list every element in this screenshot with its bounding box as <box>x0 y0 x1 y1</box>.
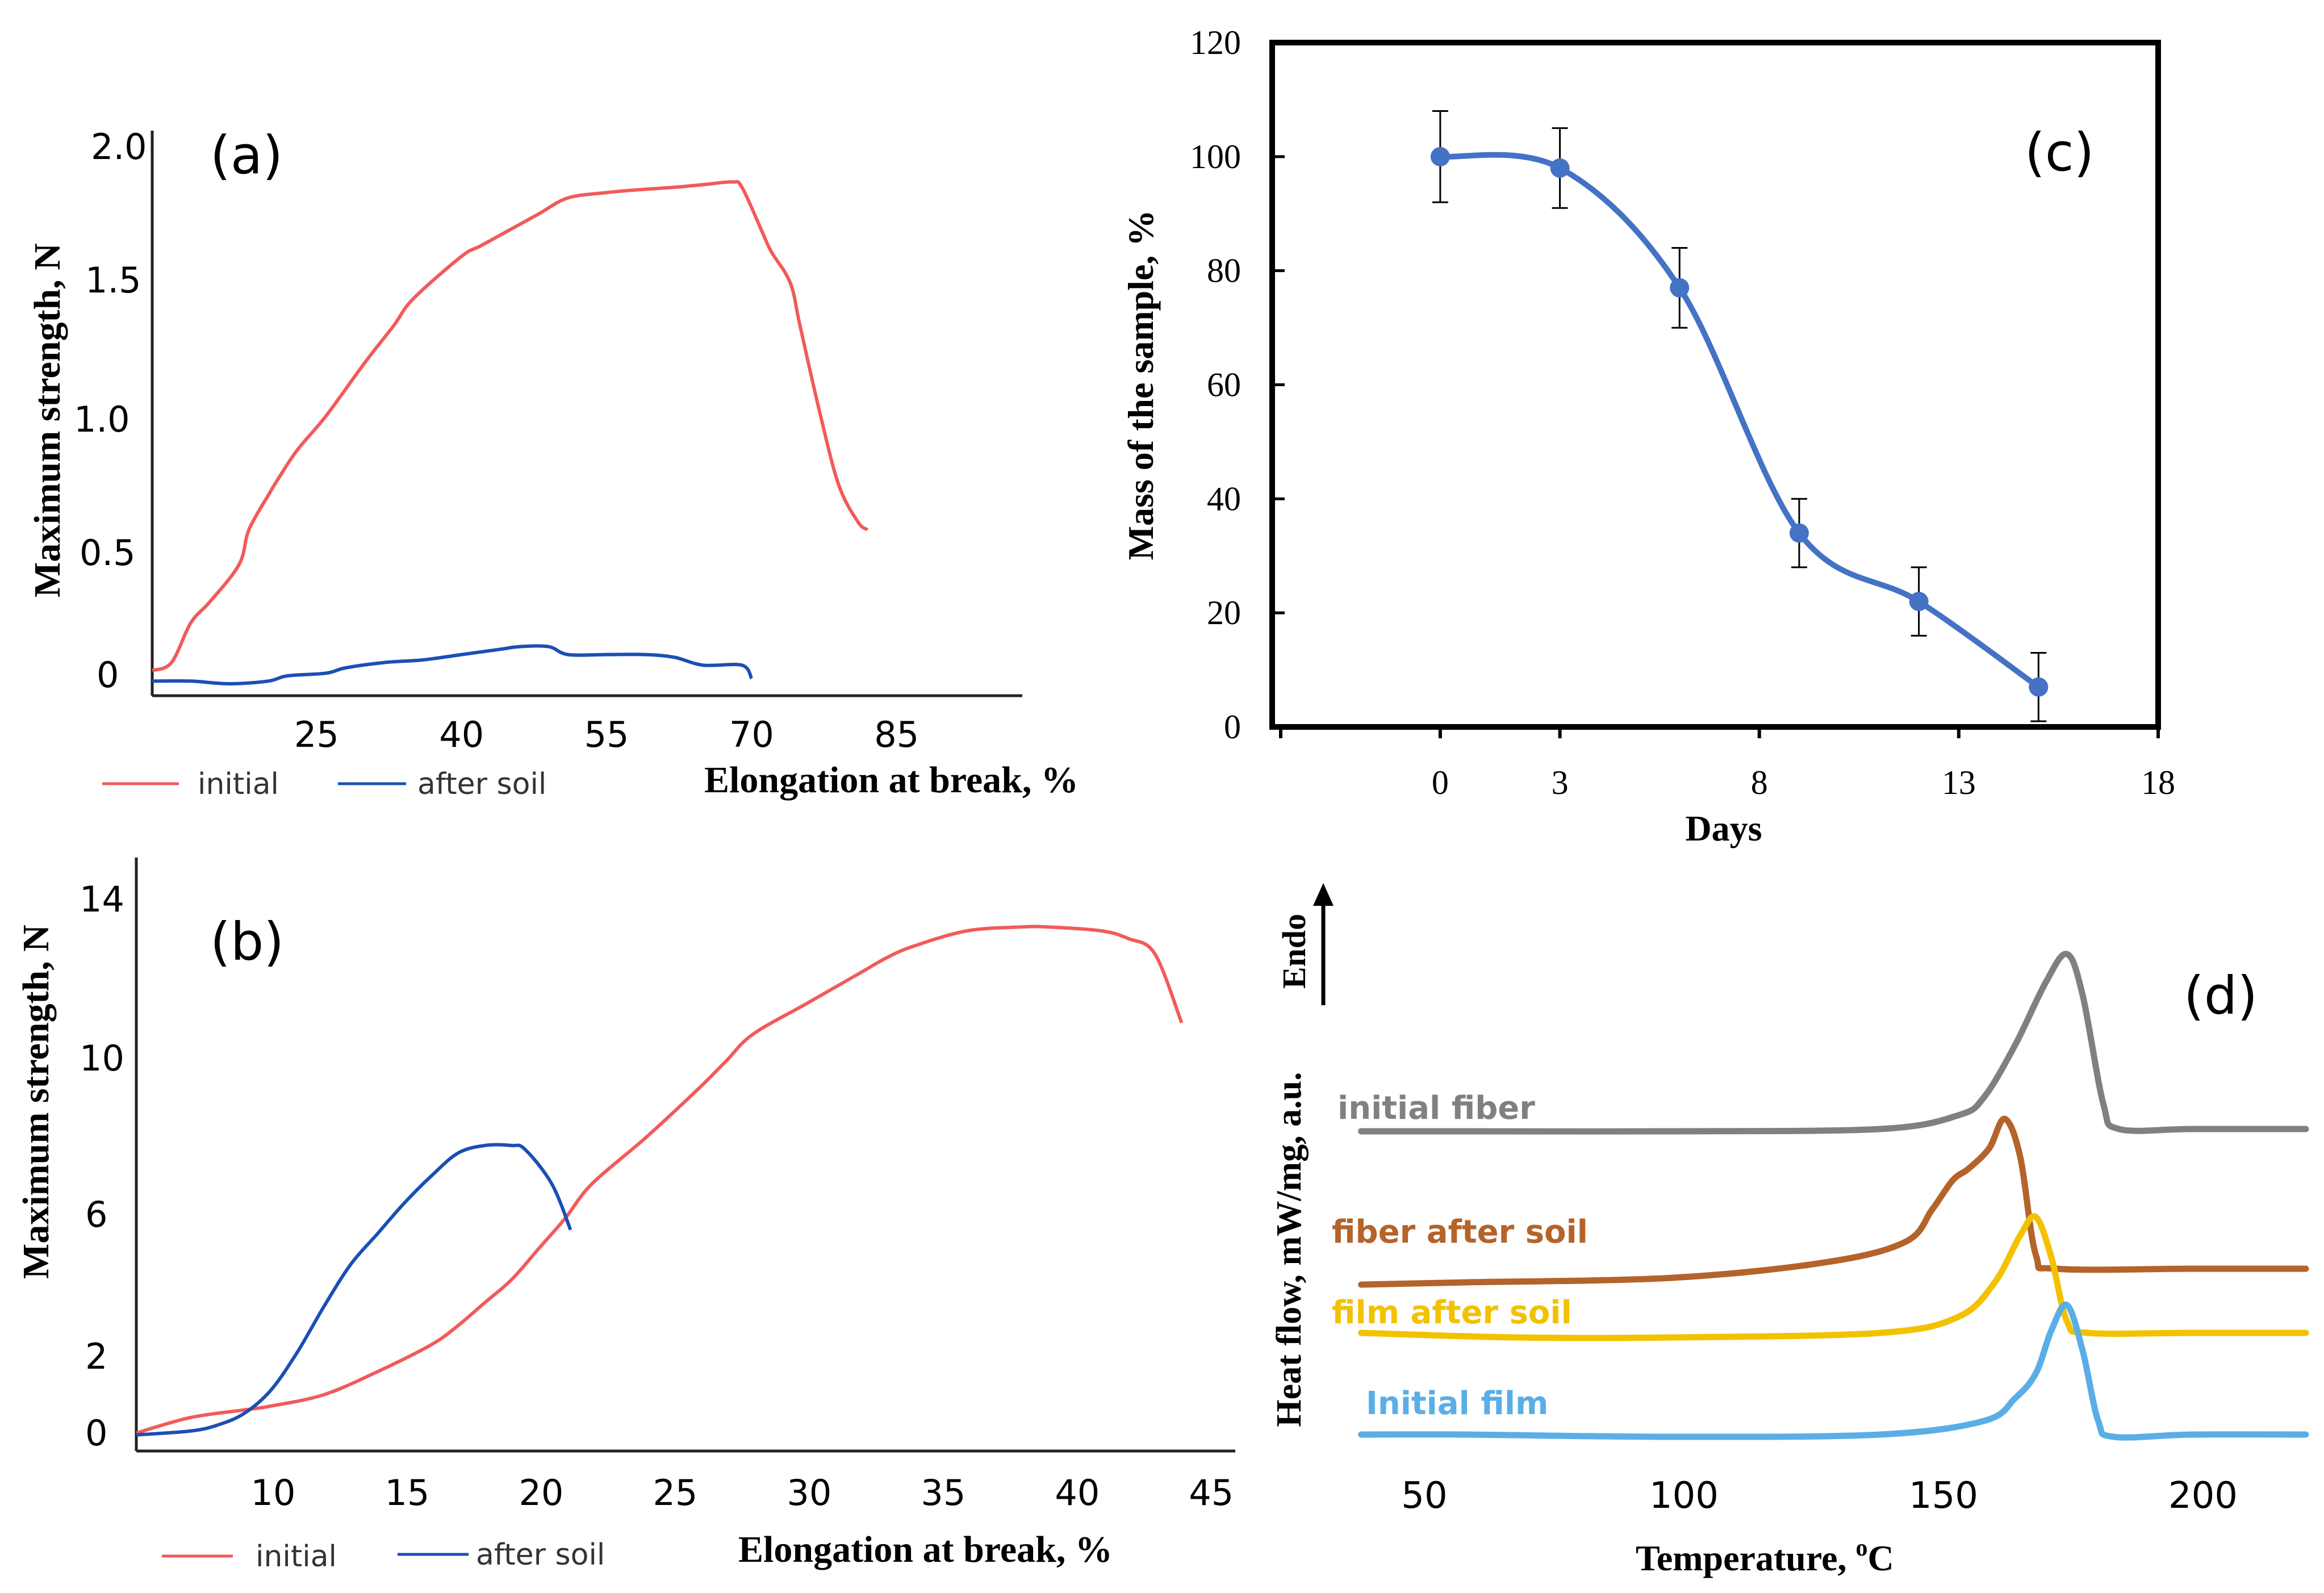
panel-a: (a) 2.0 1.5 1.0 0.5 0 25 40 55 70 85 Maximum… <box>27 125 1079 801</box>
b-ytick-label: 0 <box>85 1412 107 1454</box>
series-label-fiber-after-soil: fiber after soil <box>1332 1214 1588 1251</box>
panel-d: (d) Endo Heat flow, mW/mg, a.u. Temperat… <box>1270 883 2309 1578</box>
panel-c-label: (c) <box>2025 122 2094 183</box>
series-line-initial <box>136 925 1184 1435</box>
series-line-after-soil <box>152 644 754 685</box>
series-label-film-after-soil: film after soil <box>1332 1294 1572 1331</box>
panel-b: (b) 14 10 6 2 0 10 15 20 25 30 35 40 45 Maximum… <box>15 858 1235 1574</box>
series-line-mass <box>1437 152 2042 690</box>
panel-a-label: (a) <box>210 125 283 186</box>
a-xtick-label: 40 <box>439 714 484 755</box>
c-xtick-label: 0 <box>1432 764 1449 801</box>
series-line-after-soil <box>136 1143 572 1437</box>
c-ytick-label: 20 <box>1207 594 1241 632</box>
data-point <box>1670 278 1690 298</box>
series-line-initial-fiber <box>1358 951 2309 1135</box>
d-xtick-label: 150 <box>1909 1475 1978 1517</box>
panel-a-ylabel: Maximum strength, N <box>27 243 68 597</box>
b-ytick-label: 6 <box>85 1194 107 1235</box>
legend-label-after-soil: after soil <box>417 767 546 801</box>
b-xtick-label: 25 <box>653 1472 697 1513</box>
c-ytick-label: 100 <box>1190 138 1241 175</box>
c-xtick-label: 8 <box>1751 764 1768 801</box>
panel-a-legend: initial after soil <box>102 767 546 801</box>
series-label-initial-fiber: initial fiber <box>1337 1090 1535 1127</box>
b-xtick-label: 10 <box>251 1472 296 1513</box>
series-line-Initial-film <box>1358 1301 2309 1441</box>
a-ytick-label: 1.5 <box>85 260 141 301</box>
series-line-initial <box>151 180 869 672</box>
panel-a-y-ticks: 2.0 1.5 1.0 0.5 0 <box>74 126 147 696</box>
c-xtick-label: 18 <box>2141 764 2175 801</box>
panel-c-x-ticks: 0 3 8 13 18 <box>1272 724 2175 801</box>
a-xtick-label: 25 <box>294 714 339 755</box>
panel-c-ylabel: Mass of the sample, % <box>1121 210 1161 561</box>
data-point <box>2029 677 2049 697</box>
panel-b-ylabel: Maximum strength, N <box>15 925 57 1279</box>
panel-b-x-ticks: 10 15 20 25 30 35 40 45 <box>251 1472 1234 1513</box>
panel-a-xlabel: Elongation at break, % <box>704 759 1079 801</box>
legend-label-initial: initial <box>198 767 279 801</box>
d-xtick-label: 200 <box>2168 1475 2238 1517</box>
b-ytick-label: 14 <box>80 879 124 920</box>
b-xtick-label: 35 <box>921 1472 965 1513</box>
data-point <box>1430 147 1450 166</box>
c-ytick-label: 0 <box>1224 708 1241 746</box>
panel-b-series <box>136 925 1184 1437</box>
panel-c-y-ticks: 0 20 40 60 80 100 120 <box>1190 24 1285 746</box>
data-point <box>1789 523 1809 543</box>
panel-d-series <box>1358 951 2309 1441</box>
a-xtick-label: 55 <box>584 714 629 755</box>
data-point <box>1909 592 1929 612</box>
panel-b-legend: initial after soil <box>162 1538 605 1574</box>
panel-b-y-ticks: 14 10 6 2 0 <box>80 879 124 1454</box>
a-ytick-label: 0.5 <box>80 532 136 574</box>
c-ytick-label: 60 <box>1207 366 1241 404</box>
b-xtick-label: 20 <box>519 1472 563 1513</box>
b-xtick-label: 30 <box>787 1472 831 1513</box>
a-ytick-label: 0 <box>97 654 119 696</box>
legend-label-initial: initial <box>256 1540 337 1574</box>
b-xtick-label: 45 <box>1189 1472 1234 1513</box>
c-ytick-label: 120 <box>1190 24 1241 61</box>
c-xtick-label: 3 <box>1552 764 1569 801</box>
panel-d-label: (d) <box>2184 965 2258 1026</box>
endo-arrow-head <box>1313 883 1334 906</box>
panel-a-x-ticks: 25 40 55 70 85 <box>294 714 919 755</box>
legend-label-after-soil: after soil <box>476 1538 605 1572</box>
d-xtick-label: 100 <box>1649 1475 1719 1517</box>
c-xtick-label: 13 <box>1942 764 1976 801</box>
panel-c-xlabel: Days <box>1685 808 1762 848</box>
endo-label: Endo <box>1276 914 1313 989</box>
b-xtick-label: 40 <box>1055 1472 1100 1513</box>
a-xtick-label: 70 <box>729 714 774 755</box>
a-ytick-label: 2.0 <box>91 126 147 168</box>
panel-c: (c) 0 20 40 60 80 100 120 0 3 8 13 18 Mass of the … <box>1121 24 2175 848</box>
b-ytick-label: 10 <box>80 1038 124 1079</box>
c-ytick-label: 40 <box>1207 480 1241 517</box>
panel-d-x-ticks: 50 100 150 200 <box>1401 1475 2238 1517</box>
panel-a-series <box>151 180 869 685</box>
panel-d-ylabel: Heat flow, mW/mg, a.u. <box>1270 1072 1309 1427</box>
b-xtick-label: 15 <box>384 1472 429 1513</box>
panel-b-label: (b) <box>210 912 284 972</box>
data-point <box>1550 158 1570 178</box>
b-ytick-label: 2 <box>85 1336 107 1377</box>
series-line-fiber-after-soil <box>1358 1115 2309 1288</box>
c-ytick-label: 80 <box>1207 252 1241 290</box>
a-ytick-label: 1.0 <box>74 399 130 440</box>
panel-c-series <box>1430 110 2049 722</box>
a-xtick-label: 85 <box>874 714 919 755</box>
series-line-film-after-soil <box>1358 1213 2309 1341</box>
series-label-initial-film: Initial film <box>1366 1385 1548 1422</box>
panel-d-xlabel: Temperature, oC <box>1636 1535 1894 1578</box>
panel-b-xlabel: Elongation at break, % <box>738 1529 1113 1570</box>
d-xtick-label: 50 <box>1401 1475 1447 1517</box>
